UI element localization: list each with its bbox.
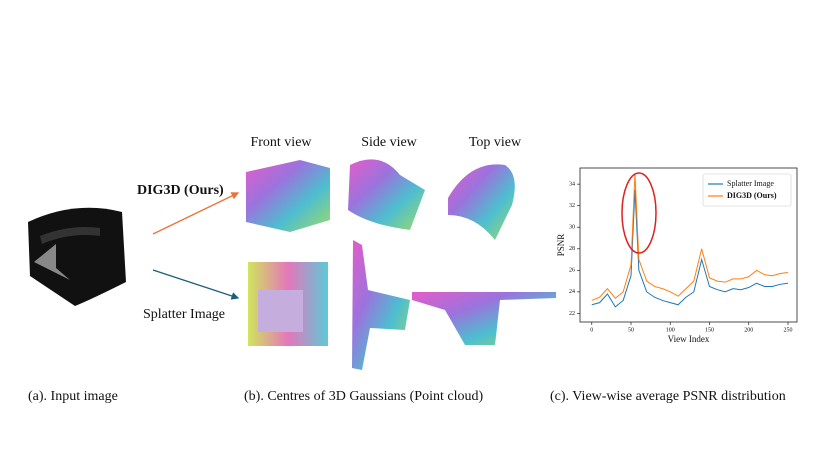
row-label: Splatter Image [143,307,225,322]
y-tick-label: 34 [569,182,575,188]
psnr-chart: 0 50 100 150 200 250 22 24 26 28 30 32 34 View Index P… [556,167,798,344]
arrow [152,269,240,300]
caption: (c). View-wise average PSNR distribution [550,389,786,404]
x-tick-label: 250 [783,327,792,333]
y-tick-label: 22 [569,311,575,317]
point-cloud [246,159,556,370]
y-tick-label: 30 [569,225,575,231]
legend-label: Splatter Image [727,179,774,188]
legend-label: DIG3D (Ours) [727,191,777,200]
column-header: Side view [361,135,417,150]
y-tick-label: 24 [569,289,575,295]
y-axis-label: PSNR [556,234,566,257]
column-header: Front view [250,135,312,150]
x-tick-label: 150 [705,327,714,333]
x-tick-label: 50 [628,327,634,333]
y-tick-label: 26 [569,268,575,274]
highlight-ellipse [621,172,657,254]
row-label: DIG3D (Ours) [137,183,224,198]
legend-box [702,173,792,207]
caption: (a). Input image [28,389,118,404]
series-line [591,173,789,301]
x-tick-label: 200 [744,327,753,333]
input-image [28,207,126,306]
plot-frame [579,167,798,323]
column-header: Top view [469,135,522,150]
caption: (b). Centres of 3D Gaussians (Point clou… [244,389,483,404]
arrow [152,192,240,235]
x-axis-label: View Index [668,334,710,344]
y-tick-label: 28 [569,246,575,252]
series-line [591,189,789,308]
x-tick-label: 100 [666,327,675,333]
y-tick-label: 32 [569,203,575,209]
x-tick-label: 0 [590,327,593,333]
